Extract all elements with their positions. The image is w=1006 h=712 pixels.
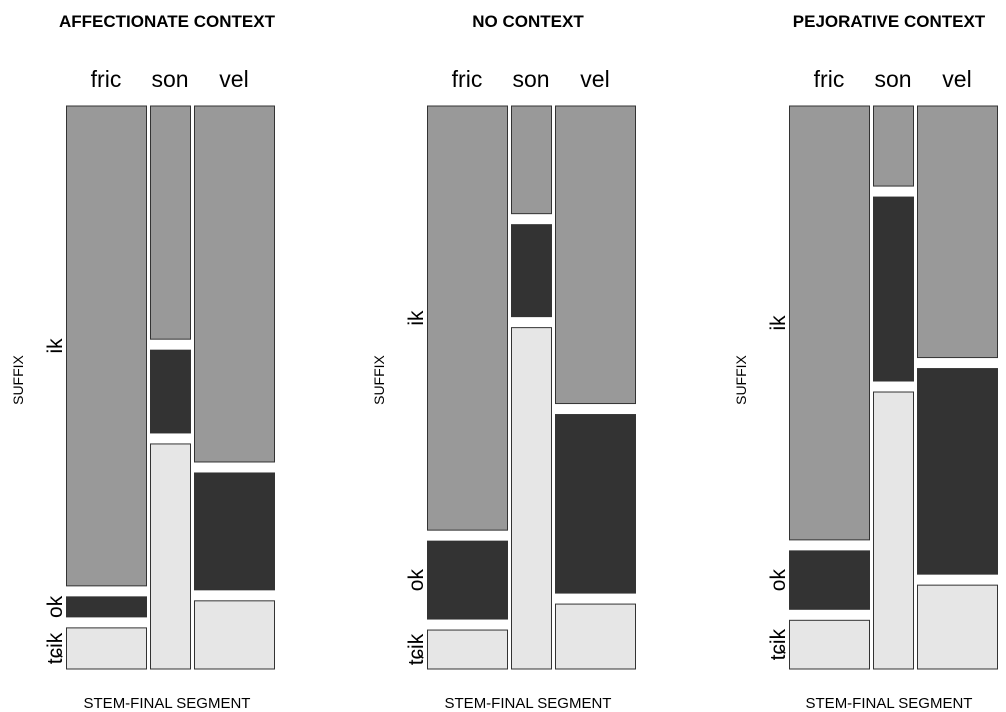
x-axis-label: STEM-FINAL SEGMENT — [84, 695, 251, 712]
mosaic-tile — [194, 600, 275, 670]
x-axis-label: STEM-FINAL SEGMENT — [806, 695, 973, 712]
chart-title: NO CONTEXT — [472, 12, 584, 31]
suffix-level-label: ok — [405, 569, 428, 592]
mosaic-tile — [511, 327, 552, 670]
mosaic-tile — [917, 584, 998, 670]
x-axis-label: STEM-FINAL SEGMENT — [445, 695, 612, 712]
category-label: vel — [580, 66, 609, 92]
y-axis-label: SUFFIX — [371, 354, 387, 404]
mosaic-tile — [873, 196, 914, 382]
mosaic-panel: PEJORATIVE CONTEXT fric son vel ik ok tɕik SUFF… — [733, 12, 998, 712]
mosaic-tile — [873, 105, 914, 187]
mosaic-tile — [789, 550, 870, 610]
suffix-level-label: ok — [44, 595, 67, 618]
mosaic-tile — [789, 619, 870, 670]
mosaic-tile — [917, 368, 998, 575]
category-label: son — [151, 66, 188, 92]
chart-title: PEJORATIVE CONTEXT — [793, 12, 986, 31]
chart-title: AFFECTIONATE CONTEXT — [59, 12, 276, 31]
suffix-level-label: tɕik — [405, 633, 428, 665]
mosaic-tile — [511, 105, 552, 215]
mosaic-tile — [511, 224, 552, 318]
mosaic-tile — [427, 629, 508, 670]
mosaic-tile — [150, 105, 191, 340]
mosaic-tile — [427, 105, 508, 531]
mosaic-tile — [789, 105, 870, 541]
category-label: vel — [219, 66, 248, 92]
suffix-level-label: ik — [44, 338, 67, 354]
mosaic-tile — [873, 391, 914, 670]
mosaic-tile — [555, 414, 636, 594]
mosaic-tile — [555, 603, 636, 670]
category-label: vel — [942, 66, 971, 92]
mosaic-tile — [150, 443, 191, 670]
y-axis-label: SUFFIX — [733, 354, 749, 404]
mosaic-panel: NO CONTEXT fric son vel ik ok tɕik SUFFIX STEM-F… — [371, 12, 636, 712]
category-label: son — [512, 66, 549, 92]
mosaic-tile — [66, 596, 147, 618]
mosaic-tile — [917, 105, 998, 359]
category-label: fric — [91, 66, 122, 92]
suffix-level-label: tɕik — [767, 628, 790, 660]
suffix-level-label: ok — [767, 569, 790, 592]
category-label: fric — [452, 66, 483, 92]
category-label: fric — [814, 66, 845, 92]
suffix-level-label: tɕik — [44, 632, 67, 664]
suffix-level-label: ik — [767, 315, 790, 331]
mosaic-tile — [66, 627, 147, 670]
suffix-level-label: ik — [405, 310, 428, 326]
y-axis-label: SUFFIX — [10, 354, 26, 404]
mosaic-tile — [194, 105, 275, 463]
mosaic-tile — [194, 472, 275, 591]
mosaic-tile — [555, 105, 636, 405]
mosaic-tile — [427, 540, 508, 620]
mosaic-tile — [150, 349, 191, 434]
mosaic-panel: AFFECTIONATE CONTEXT fric son vel ik ok tɕik SU… — [10, 12, 276, 712]
mosaic-tile — [66, 105, 147, 587]
category-label: son — [874, 66, 911, 92]
